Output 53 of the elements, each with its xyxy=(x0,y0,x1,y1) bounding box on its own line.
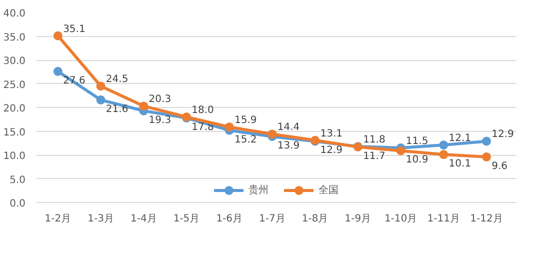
data-label: 19.3 xyxy=(148,114,172,126)
data-label: 14.4 xyxy=(277,122,300,134)
point xyxy=(139,102,148,111)
y-tick-label: 30.0 xyxy=(3,56,26,67)
x-tick-label: 1-2月 xyxy=(44,214,72,224)
x-tick-label: 1-10月 xyxy=(384,214,418,224)
y-tick-label: 40.0 xyxy=(3,8,26,20)
data-label: 11.8 xyxy=(363,134,386,146)
data-label: 35.1 xyxy=(63,24,86,35)
data-label: 10.1 xyxy=(448,158,472,170)
y-tick-label: 35.0 xyxy=(3,32,26,44)
point xyxy=(482,136,491,146)
data-label: 12.9 xyxy=(320,145,342,156)
x-tick-label: 1-5月 xyxy=(173,214,200,224)
point xyxy=(482,152,491,162)
y-tick-label: 15.0 xyxy=(3,127,26,138)
data-label: 12.1 xyxy=(448,133,472,144)
x-tick-label: 1-3月 xyxy=(88,214,114,224)
data-label: 13.1 xyxy=(320,128,342,140)
data-label: 11.5 xyxy=(406,136,428,147)
data-label: 10.9 xyxy=(406,154,428,166)
data-label: 20.3 xyxy=(148,94,172,106)
point xyxy=(96,95,106,104)
data-label: 9.6 xyxy=(492,160,508,172)
data-label: 15.9 xyxy=(234,114,257,126)
point xyxy=(96,82,106,91)
y-tick-label: 25.0 xyxy=(3,80,26,91)
data-label: 24.5 xyxy=(106,74,128,86)
x-tick-label: 1-11月 xyxy=(427,214,460,224)
x-tick-label: 1-6月 xyxy=(216,214,243,224)
data-label: 15.2 xyxy=(234,134,257,146)
point xyxy=(439,140,448,150)
point xyxy=(53,66,62,76)
point xyxy=(53,31,62,40)
legend-label: 贵州 xyxy=(248,184,268,197)
point xyxy=(439,150,448,160)
data-label: 13.9 xyxy=(277,140,300,152)
data-label: 11.7 xyxy=(363,150,386,162)
x-tick-label: 1-9月 xyxy=(344,214,372,224)
x-tick-label: 1-12月 xyxy=(470,214,503,224)
x-tick-label: 1-4月 xyxy=(130,214,157,224)
data-label: 21.6 xyxy=(106,104,128,115)
y-tick-label: 10.0 xyxy=(3,151,26,162)
data-label: 18.0 xyxy=(192,105,214,116)
y-tick-label: 20.0 xyxy=(3,104,26,114)
point xyxy=(224,122,234,132)
legend-label: 全国 xyxy=(318,184,338,197)
point xyxy=(396,146,406,156)
data-label: 12.9 xyxy=(492,129,514,140)
x-tick-label: 1-7月 xyxy=(259,214,286,224)
x-tick-label: 1-8月 xyxy=(302,214,328,224)
y-tick-label: 0.0 xyxy=(10,198,26,210)
y-tick-label: 5.0 xyxy=(10,174,26,186)
